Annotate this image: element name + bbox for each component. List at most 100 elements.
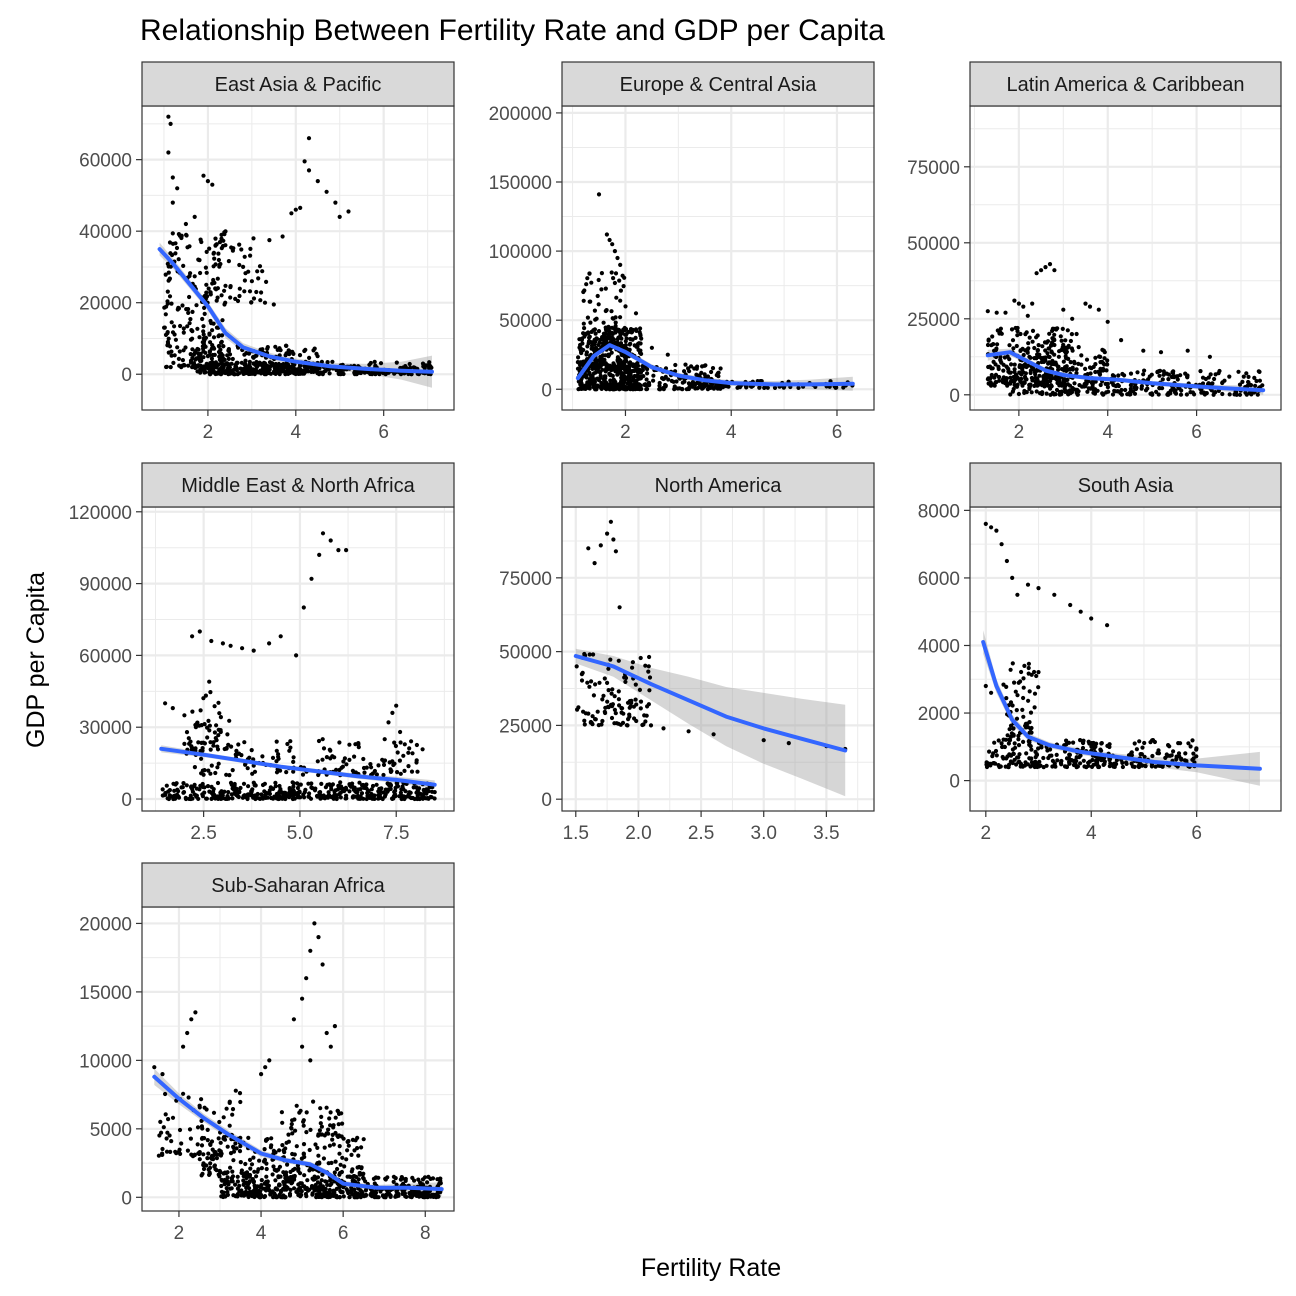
data-point bbox=[1003, 310, 1008, 315]
data-point bbox=[1198, 369, 1203, 374]
data-point bbox=[167, 294, 173, 299]
data-point bbox=[331, 1123, 336, 1128]
data-point bbox=[1007, 752, 1012, 757]
data-point bbox=[308, 1127, 313, 1132]
data-point bbox=[588, 379, 593, 384]
data-point bbox=[420, 1177, 426, 1182]
data-point bbox=[1019, 669, 1024, 675]
data-point bbox=[1017, 759, 1022, 764]
data-point bbox=[163, 701, 168, 706]
data-point bbox=[1001, 682, 1006, 687]
data-point bbox=[352, 754, 357, 759]
data-point bbox=[230, 356, 235, 362]
x-tick-label: 2 bbox=[174, 1223, 185, 1244]
data-point bbox=[192, 214, 197, 219]
data-point bbox=[248, 1191, 253, 1197]
data-point bbox=[400, 1191, 405, 1196]
x-tick-label: 2.0 bbox=[625, 823, 651, 844]
data-point bbox=[613, 711, 618, 716]
data-point bbox=[267, 641, 272, 646]
data-point bbox=[363, 1188, 368, 1193]
data-point bbox=[1087, 365, 1093, 370]
data-point bbox=[1026, 698, 1031, 703]
data-point bbox=[1058, 334, 1063, 339]
data-point bbox=[274, 770, 280, 775]
data-point bbox=[579, 337, 585, 342]
data-point bbox=[623, 332, 628, 337]
data-point bbox=[275, 795, 280, 800]
data-point bbox=[631, 375, 636, 380]
data-point bbox=[205, 725, 210, 730]
data-point bbox=[276, 756, 281, 761]
data-point bbox=[162, 305, 167, 310]
data-point bbox=[298, 782, 303, 787]
y-tick-label: 150000 bbox=[489, 173, 552, 194]
data-point bbox=[264, 365, 269, 370]
data-point bbox=[998, 764, 1003, 769]
data-point bbox=[1120, 764, 1125, 770]
data-point bbox=[222, 357, 227, 362]
data-point bbox=[350, 768, 355, 773]
data-point bbox=[312, 788, 318, 793]
data-point bbox=[228, 1151, 234, 1156]
data-point bbox=[216, 257, 221, 263]
strip-label: Sub-Saharan Africa bbox=[211, 875, 385, 897]
data-point bbox=[1155, 751, 1160, 756]
data-point bbox=[1105, 381, 1110, 387]
data-point bbox=[256, 1167, 261, 1172]
data-point bbox=[1161, 369, 1166, 374]
data-point bbox=[291, 769, 296, 774]
data-point bbox=[156, 1153, 161, 1158]
data-point bbox=[292, 1166, 297, 1171]
data-point bbox=[1016, 737, 1021, 742]
data-point bbox=[1040, 344, 1045, 349]
data-point bbox=[987, 749, 992, 754]
data-point bbox=[1186, 741, 1191, 746]
y-tick-label: 0 bbox=[541, 380, 552, 401]
data-point bbox=[204, 282, 209, 287]
data-point bbox=[636, 341, 642, 346]
data-point bbox=[230, 1178, 235, 1184]
data-point bbox=[168, 121, 173, 126]
data-point bbox=[168, 365, 173, 370]
data-point bbox=[1015, 329, 1020, 334]
data-point bbox=[201, 1161, 206, 1167]
data-point bbox=[1166, 377, 1171, 382]
data-point bbox=[287, 366, 292, 371]
data-point bbox=[341, 371, 346, 377]
data-point bbox=[246, 1194, 251, 1200]
data-point bbox=[372, 359, 377, 364]
data-point bbox=[290, 796, 295, 802]
data-point bbox=[219, 1177, 224, 1182]
data-point bbox=[1170, 371, 1176, 376]
data-point bbox=[623, 339, 628, 344]
data-point bbox=[259, 1072, 264, 1077]
data-point bbox=[1194, 747, 1199, 752]
data-point bbox=[1096, 307, 1101, 312]
data-point bbox=[1008, 700, 1014, 705]
data-point bbox=[298, 1187, 303, 1192]
data-point bbox=[222, 1137, 228, 1142]
data-point bbox=[181, 1044, 186, 1049]
data-point bbox=[190, 329, 195, 334]
data-point bbox=[1026, 341, 1031, 346]
data-point bbox=[661, 386, 666, 391]
data-point bbox=[264, 1166, 269, 1172]
data-point bbox=[188, 1136, 193, 1141]
data-point bbox=[1125, 392, 1130, 397]
data-point bbox=[157, 1133, 162, 1138]
data-point bbox=[1246, 380, 1251, 385]
data-point bbox=[248, 1166, 253, 1171]
data-point bbox=[1028, 368, 1033, 373]
data-point bbox=[263, 1065, 268, 1070]
data-point bbox=[1252, 375, 1257, 380]
data-point bbox=[1006, 367, 1011, 372]
data-point bbox=[1018, 679, 1023, 684]
data-point bbox=[1002, 744, 1007, 750]
data-point bbox=[333, 200, 338, 205]
data-point bbox=[356, 1153, 361, 1158]
data-point bbox=[315, 759, 320, 764]
data-point bbox=[1005, 733, 1010, 738]
data-point bbox=[600, 697, 605, 702]
data-point bbox=[322, 1133, 327, 1138]
